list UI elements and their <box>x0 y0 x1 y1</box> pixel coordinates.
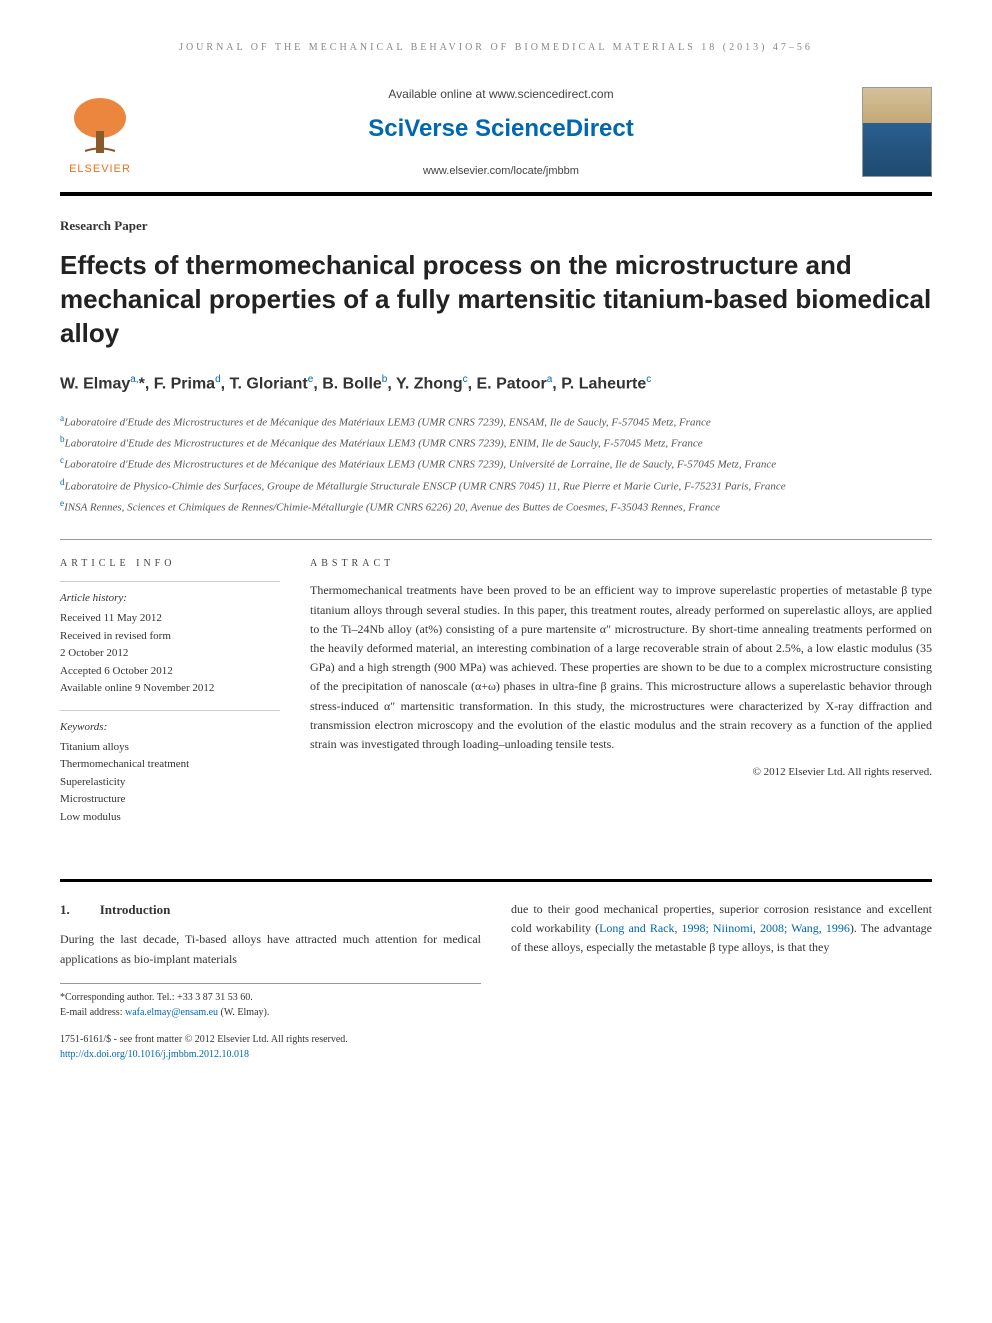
body-column-right: due to their good mechanical properties,… <box>511 900 932 1020</box>
body-paragraph: due to their good mechanical properties,… <box>511 900 932 958</box>
email-line: E-mail address: wafa.elmay@ensam.eu (W. … <box>60 1005 481 1020</box>
section-divider <box>60 879 932 882</box>
affiliation-line: dLaboratoire de Physico-Chimie des Surfa… <box>60 475 932 496</box>
keyword: Titanium alloys <box>60 739 280 757</box>
history-line: Received 11 May 2012 <box>60 610 280 628</box>
article-info-sidebar: ARTICLE INFO Article history: Received 1… <box>60 556 280 838</box>
publisher-name: ELSEVIER <box>69 161 131 178</box>
author-list: W. Elmaya,*, F. Primad, T. Gloriante, B.… <box>60 372 932 396</box>
available-online-text: Available online at www.sciencedirect.co… <box>160 85 842 103</box>
body-two-column: 1. Introduction During the last decade, T… <box>60 900 932 1020</box>
article-info-heading: ARTICLE INFO <box>60 556 280 571</box>
keyword: Microstructure <box>60 791 280 809</box>
masthead: ELSEVIER Available online at www.science… <box>60 85 932 196</box>
email-attribution: (W. Elmay). <box>218 1007 269 1018</box>
abstract-heading: ABSTRACT <box>310 556 932 571</box>
section-title: Introduction <box>100 902 171 917</box>
doi-block: 1751-6161/$ - see front matter © 2012 El… <box>60 1032 932 1062</box>
abstract-text: Thermomechanical treatments have been pr… <box>310 581 932 754</box>
running-header: JOURNAL OF THE MECHANICAL BEHAVIOR OF BI… <box>60 40 932 55</box>
history-line: Accepted 6 October 2012 <box>60 663 280 681</box>
elsevier-tree-icon <box>65 96 135 161</box>
history-line: Received in revised form <box>60 628 280 646</box>
keyword: Superelasticity <box>60 774 280 792</box>
article-type: Research Paper <box>60 216 932 236</box>
body-column-left: 1. Introduction During the last decade, T… <box>60 900 481 1020</box>
corresponding-author-note: *Corresponding author. Tel.: +33 3 87 31… <box>60 990 481 1005</box>
affiliation-line: aLaboratoire d'Etude des Microstructures… <box>60 411 932 432</box>
citation-link[interactable]: Long and Rack, 1998; Niinomi, 2008; Wang… <box>599 921 850 935</box>
affiliations: aLaboratoire d'Etude des Microstructures… <box>60 411 932 518</box>
keyword: Thermomechanical treatment <box>60 756 280 774</box>
affiliation-line: eINSA Rennes, Sciences et Chimiques de R… <box>60 496 932 517</box>
abstract-section: ABSTRACT Thermomechanical treatments hav… <box>310 556 932 838</box>
keywords-block: Keywords: Titanium alloysThermomechanica… <box>60 710 280 827</box>
author-email[interactable]: wafa.elmay@ensam.eu <box>125 1007 218 1018</box>
front-matter-line: 1751-6161/$ - see front matter © 2012 El… <box>60 1032 932 1047</box>
affiliation-line: cLaboratoire d'Etude des Microstructures… <box>60 453 932 474</box>
email-label: E-mail address: <box>60 1007 125 1018</box>
keywords-label: Keywords: <box>60 719 280 737</box>
body-paragraph: During the last decade, Ti-based alloys … <box>60 930 481 968</box>
publisher-logo: ELSEVIER <box>60 87 140 177</box>
doi-link[interactable]: http://dx.doi.org/10.1016/j.jmbbm.2012.1… <box>60 1047 932 1062</box>
history-label: Article history: <box>60 590 280 608</box>
section-heading-introduction: 1. Introduction <box>60 900 481 921</box>
abstract-copyright: © 2012 Elsevier Ltd. All rights reserved… <box>310 764 932 781</box>
history-line: Available online 9 November 2012 <box>60 680 280 698</box>
article-history-block: Article history: Received 11 May 2012Rec… <box>60 581 280 698</box>
journal-url[interactable]: www.elsevier.com/locate/jmbbm <box>160 163 842 180</box>
article-title: Effects of thermomechanical process on t… <box>60 249 932 350</box>
footnotes: *Corresponding author. Tel.: +33 3 87 31… <box>60 983 481 1020</box>
affiliation-line: bLaboratoire d'Etude des Microstructures… <box>60 432 932 453</box>
keyword: Low modulus <box>60 809 280 827</box>
section-number: 1. <box>60 900 70 921</box>
sciencedirect-brand[interactable]: SciVerse ScienceDirect <box>160 111 842 147</box>
masthead-center: Available online at www.sciencedirect.co… <box>160 85 842 180</box>
history-line: 2 October 2012 <box>60 645 280 663</box>
journal-cover-thumbnail <box>862 87 932 177</box>
